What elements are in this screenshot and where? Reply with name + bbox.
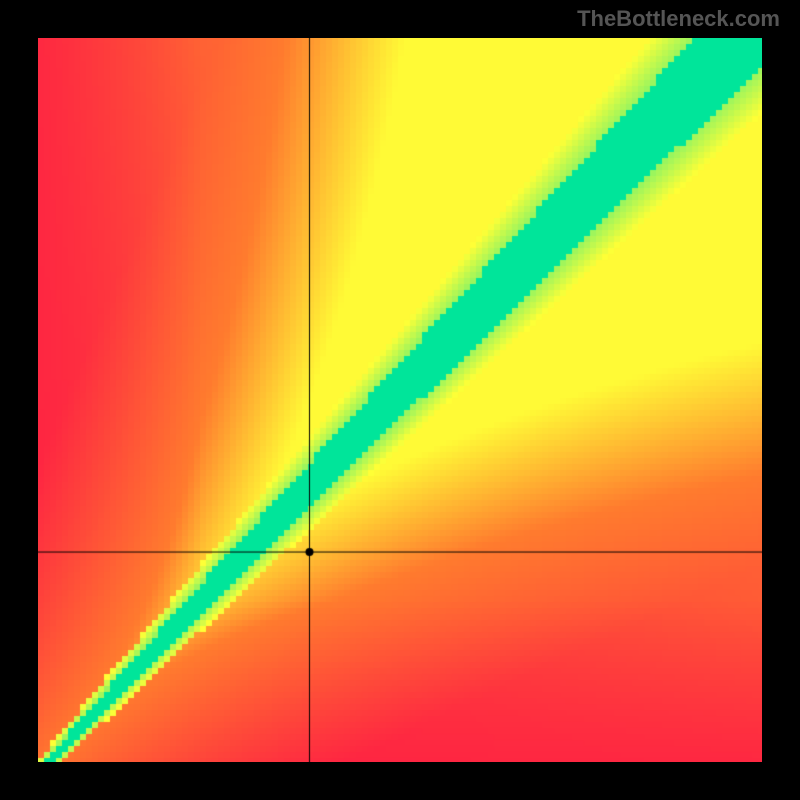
chart-container: TheBottleneck.com — [0, 0, 800, 800]
watermark-text: TheBottleneck.com — [577, 6, 780, 32]
bottleneck-heatmap — [38, 38, 762, 762]
